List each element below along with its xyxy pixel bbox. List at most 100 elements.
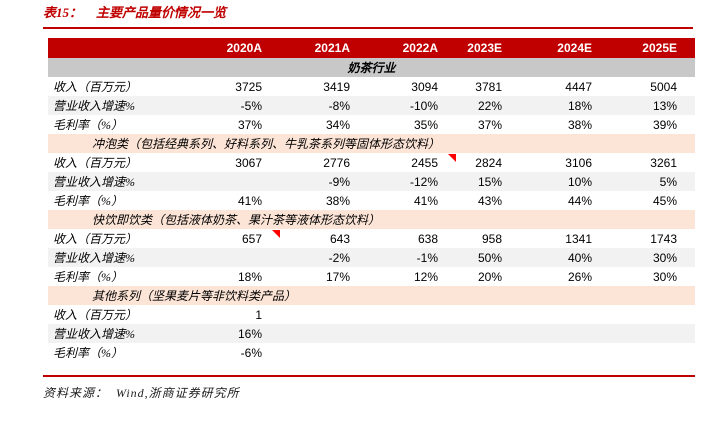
row-label: 营业收入增速% bbox=[48, 96, 178, 115]
comment-marker-icon bbox=[448, 154, 456, 162]
value-cell bbox=[520, 305, 610, 324]
section-header-label: 奶茶行业 bbox=[48, 58, 695, 77]
value-cell: 2455 bbox=[368, 153, 456, 172]
table-row: 营业收入增速% -2% -1% 50% 40% 30% bbox=[48, 248, 695, 267]
value-cell: 39% bbox=[652, 117, 677, 132]
section-header-row-brewed: 冲泡类（包括经典系列、好料系列、牛乳茶系列等固体形态饮料） bbox=[48, 134, 695, 153]
value-cell: 2824 bbox=[475, 155, 502, 170]
value-cell: 37% bbox=[237, 117, 262, 132]
value-cell: 41% bbox=[237, 193, 262, 208]
value-cell: 26% bbox=[567, 269, 592, 284]
value-cell bbox=[456, 305, 520, 324]
value-cell bbox=[368, 343, 456, 362]
row-label: 营业收入增速% bbox=[48, 324, 178, 343]
value-cell: 43% bbox=[477, 193, 502, 208]
value-cell: -5% bbox=[178, 96, 280, 115]
value-cell bbox=[368, 324, 456, 343]
value-cell: -10% bbox=[368, 96, 456, 115]
value-cell: 1743 bbox=[650, 231, 677, 246]
value-cell bbox=[456, 343, 520, 362]
table-row: 收入（百万元） 657 643 638 958 1341 1743 bbox=[48, 229, 695, 248]
table-row: 毛利率（%） 37% 34% 35% 37% 38% 39% bbox=[48, 115, 695, 134]
table-row: 毛利率（%） -6% bbox=[48, 343, 695, 362]
data-source-note: 资料来源： Wind,浙商证券研究所 bbox=[43, 384, 240, 401]
table-row: 营业收入增速% -5% -8% -10% 22% 18% 13% bbox=[48, 96, 695, 115]
value-cell: 3261 bbox=[650, 155, 677, 170]
header-cell-year: 2024E bbox=[520, 38, 610, 58]
value-cell: 657 bbox=[178, 229, 280, 248]
row-label: 营业收入增速% bbox=[48, 172, 178, 191]
section-header-label: 快饮即饮类（包括液体奶茶、果汁茶等液体形态饮料） bbox=[48, 210, 695, 229]
table-row: 毛利率（%） 18% 17% 12% 20% 26% 30% bbox=[48, 267, 695, 286]
value-cell: 3725 bbox=[235, 79, 262, 94]
header-cell-year: 2020A bbox=[178, 38, 280, 58]
value-cell: 4447 bbox=[565, 79, 592, 94]
value-cell: 50% bbox=[456, 248, 520, 267]
value-cell bbox=[178, 172, 280, 191]
value-cell: -9% bbox=[280, 172, 368, 191]
data-table-container: 2020A 2021A 2022A 2023E 2024E 2025E 奶茶行业… bbox=[48, 38, 695, 362]
table-row: 收入（百万元） 3725 3419 3094 3781 4447 5004 bbox=[48, 77, 695, 96]
value-cell: 1 bbox=[255, 307, 262, 322]
section-header-row-other: 其他系列（坚果麦片等非饮料类产品） bbox=[48, 286, 695, 305]
section-header-label: 冲泡类（包括经典系列、好料系列、牛乳茶系列等固体形态饮料） bbox=[48, 134, 695, 153]
value-cell bbox=[610, 343, 695, 362]
table-row: 营业收入增速% -9% -12% 15% 10% 5% bbox=[48, 172, 695, 191]
table-row: 收入（百万元） 3067 2776 2455 2824 3106 3261 bbox=[48, 153, 695, 172]
value-cell bbox=[280, 305, 368, 324]
cell-value: 2455 bbox=[411, 155, 438, 170]
value-cell: 45% bbox=[652, 193, 677, 208]
page-title: 表15： 主要产品量价情况一览 bbox=[43, 2, 226, 21]
value-cell: 2776 bbox=[323, 155, 350, 170]
value-cell bbox=[610, 305, 695, 324]
cell-value: 657 bbox=[241, 231, 262, 246]
product-volume-price-table: 2020A 2021A 2022A 2023E 2024E 2025E 奶茶行业… bbox=[48, 38, 695, 362]
value-cell: 16% bbox=[178, 324, 280, 343]
section-header-row-milk-tea: 奶茶行业 bbox=[48, 58, 695, 77]
value-cell: 35% bbox=[413, 117, 438, 132]
table-row: 营业收入增速% 16% bbox=[48, 324, 695, 343]
source-text: Wind,浙商证券研究所 bbox=[116, 386, 240, 400]
footer-divider-line bbox=[43, 375, 695, 377]
value-cell: 3781 bbox=[475, 79, 502, 94]
value-cell: 958 bbox=[481, 231, 502, 246]
value-cell bbox=[280, 324, 368, 343]
title-divider-line bbox=[43, 27, 693, 29]
row-label: 毛利率（%） bbox=[53, 194, 123, 208]
value-cell: 38% bbox=[567, 117, 592, 132]
row-label: 毛利率（%） bbox=[53, 346, 123, 360]
value-cell: 638 bbox=[417, 231, 438, 246]
value-cell bbox=[368, 305, 456, 324]
source-label: 资料来源： bbox=[43, 386, 109, 400]
value-cell: 20% bbox=[477, 269, 502, 284]
value-cell: -2% bbox=[280, 248, 368, 267]
value-cell: 44% bbox=[567, 193, 592, 208]
table-number-label: 表15： bbox=[43, 5, 83, 20]
row-label: 收入（百万元） bbox=[53, 232, 138, 246]
row-label: 收入（百万元） bbox=[53, 308, 138, 322]
value-cell: 38% bbox=[325, 193, 350, 208]
row-label: 毛利率（%） bbox=[53, 270, 123, 284]
table-header-row: 2020A 2021A 2022A 2023E 2024E 2025E bbox=[48, 38, 695, 58]
header-cell-year: 2025E bbox=[610, 38, 695, 58]
value-cell: -8% bbox=[280, 96, 368, 115]
header-cell-year: 2021A bbox=[280, 38, 368, 58]
value-cell: 30% bbox=[610, 248, 695, 267]
header-cell-year: 2022A bbox=[368, 38, 456, 58]
value-cell: 5% bbox=[610, 172, 695, 191]
value-cell: 1341 bbox=[565, 231, 592, 246]
value-cell: 3067 bbox=[235, 155, 262, 170]
header-cell-blank bbox=[48, 38, 178, 58]
value-cell: 18% bbox=[237, 269, 262, 284]
value-cell: -1% bbox=[368, 248, 456, 267]
value-cell bbox=[610, 324, 695, 343]
value-cell: 3419 bbox=[323, 79, 350, 94]
comment-marker-icon bbox=[272, 230, 280, 238]
value-cell bbox=[520, 324, 610, 343]
value-cell: 13% bbox=[610, 96, 695, 115]
value-cell: 17% bbox=[325, 269, 350, 284]
table-row: 收入（百万元） 1 bbox=[48, 305, 695, 324]
value-cell: 643 bbox=[329, 231, 350, 246]
value-cell: 15% bbox=[456, 172, 520, 191]
